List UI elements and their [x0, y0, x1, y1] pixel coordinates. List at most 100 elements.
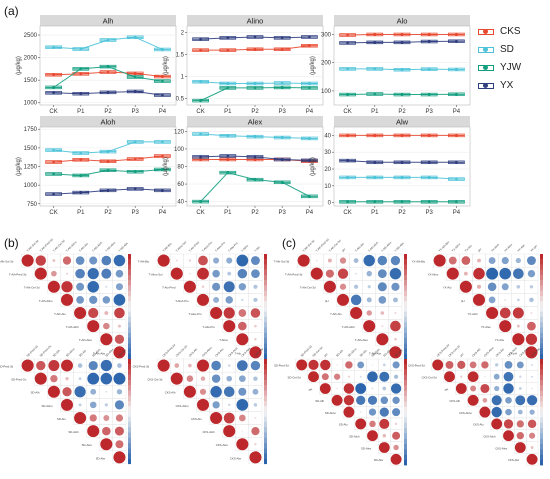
corr-circle [170, 372, 183, 385]
x-tick-label: CK [196, 210, 204, 216]
corr-circle [513, 268, 524, 279]
corr-row-label: T-Alo [234, 351, 241, 355]
colorbar-step [404, 417, 407, 423]
corr-circle [89, 295, 98, 304]
corr-circle [52, 259, 56, 263]
corr-circle [484, 376, 486, 378]
corr-circle [367, 285, 371, 289]
corr-circle [366, 297, 372, 303]
corr-row-label: CKS-Alw [508, 458, 520, 462]
corr-circle [308, 359, 319, 371]
x-tick-label: P1 [77, 109, 85, 115]
corr-col-label: T-Alh-Aloh [91, 240, 103, 252]
box-point [79, 191, 83, 194]
colorbar-step [264, 337, 267, 344]
facet-title: Alw [396, 118, 409, 127]
colorbar-step [264, 269, 267, 276]
corr-circle [491, 406, 502, 418]
y-tick-label: 100 [174, 147, 185, 153]
corr-circle [472, 293, 486, 306]
corr-circle [432, 359, 444, 371]
corrplot-corr-b-1: T-Alh-Soi-3d T-Alh-Pred-3dT-Alh-Oxi-3d T-A… [0, 237, 131, 360]
corr-circle [89, 414, 97, 422]
box-point [106, 150, 110, 153]
corr-circle [103, 322, 110, 330]
colorbar-step [264, 301, 267, 307]
corr-circle [504, 361, 513, 369]
corr-circle [48, 360, 60, 372]
corr-row-label: SD-Alo [57, 417, 66, 421]
colorbar-step [264, 290, 267, 297]
corr-row-label: T-Alh-Aloh [66, 325, 80, 329]
colorbar-step [540, 274, 543, 281]
corr-row-label: T-Alh-Pred-3d [285, 273, 303, 277]
box-point [280, 158, 284, 161]
colorbar-step [264, 416, 267, 423]
x-tick-label: P4 [453, 109, 461, 115]
corr-row-label: CKS-Alex [495, 446, 508, 450]
corr-circle [394, 337, 397, 341]
box-point [106, 90, 110, 94]
corr-col-label: CKS-Alino [483, 345, 495, 357]
colorbar-step [128, 295, 131, 302]
corr-row-label: YX-Alh-Bio [412, 260, 426, 264]
colorbar-step [540, 316, 543, 323]
corr-circle [526, 395, 538, 406]
corr-circle [371, 364, 374, 366]
corr-circle [117, 324, 121, 328]
corr-col-label: CKS-Alw [253, 346, 264, 357]
box-point [400, 40, 404, 44]
box-point [280, 81, 284, 85]
box-point [133, 140, 137, 144]
panel-label-c: (c) [282, 236, 296, 250]
colorbar-step [404, 459, 407, 466]
corr-col-label: CKS-Alh [471, 347, 482, 358]
corr-row-label: CKS-Alino [459, 411, 472, 415]
corr-circle [223, 307, 235, 319]
colorbar-step [540, 449, 543, 455]
colorbar-step [540, 433, 543, 439]
corr-circle [379, 407, 389, 417]
legend-swatch-icon [478, 63, 494, 73]
corr-circle [377, 255, 388, 266]
corr-circle [343, 383, 355, 394]
corr-circle [331, 394, 343, 406]
corr-circle [249, 451, 262, 464]
colorbar-step [264, 259, 267, 265]
colorbar-step [404, 254, 407, 260]
corr-circle [87, 320, 100, 333]
corr-circle [238, 283, 247, 291]
box-point [253, 178, 257, 182]
y-tick-label: 40 [177, 200, 184, 206]
box-point [427, 176, 431, 179]
legend-item-yx: YX [478, 78, 550, 93]
box-point [373, 67, 377, 71]
corr-circle [463, 271, 468, 276]
corr-row-label: T-Alh-Pred-3d [9, 273, 27, 277]
y-tick-label: 1 [181, 74, 185, 80]
corr-circle [356, 395, 366, 405]
corr-circle [211, 360, 221, 371]
corr-row-label: SD-Alw [96, 456, 106, 460]
corr-circle [529, 297, 534, 303]
corr-circle [389, 267, 402, 280]
corr-circle [236, 399, 249, 411]
facet-strip [334, 116, 470, 127]
corr-circle [350, 294, 362, 306]
colorbar-step [264, 343, 267, 349]
corr-circle [499, 320, 512, 333]
corr-row-label: CKS-Alo [191, 417, 202, 421]
corr-col-label: SD-Alw [117, 348, 127, 358]
box-point [199, 200, 203, 204]
x-tick-label: P2 [251, 109, 259, 115]
corr-col-label: pH [459, 352, 464, 357]
facet-title: Alh [103, 17, 114, 26]
corr-col-label: CKS-Aloh [227, 346, 239, 358]
box-point [161, 154, 164, 158]
corr-circle [460, 375, 463, 378]
corr-circle [175, 259, 178, 262]
corr-circle [355, 418, 367, 430]
corr-circle [529, 409, 535, 415]
corr-circle [236, 438, 249, 451]
